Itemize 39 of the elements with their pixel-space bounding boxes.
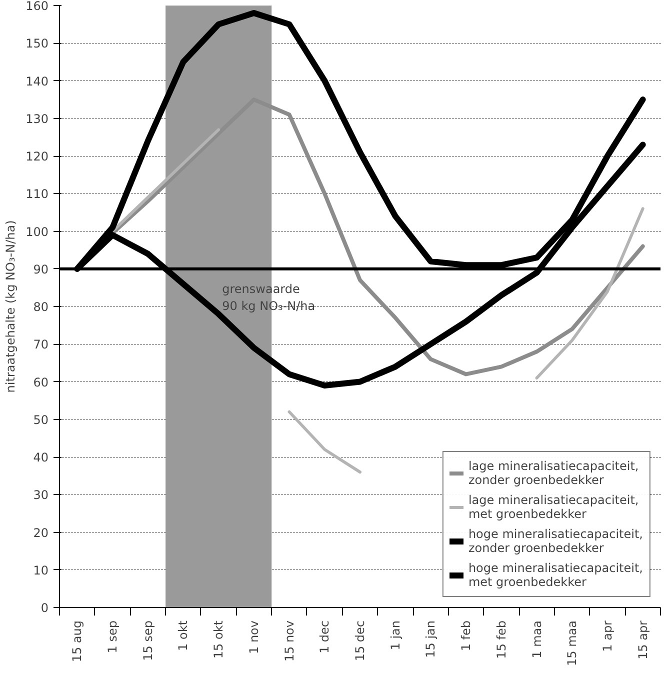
x-tick-label: 15 feb [494,620,508,659]
x-tick-label: 1 dec [318,620,332,654]
legend-label: lage mineralisatiecapaciteit, zonder groenbedekker [468,458,639,488]
x-tick-label: 1 feb [459,620,474,652]
x-tick-label: 15 dec [353,620,367,662]
y-tick-label: 100 [26,224,48,239]
y-tick-label: 60 [33,375,49,390]
x-tick-label: 1 okt [176,620,190,651]
y-tick-label: 70 [33,338,49,352]
x-tick-label: 1 apr [600,620,614,652]
y-tick-label: 10 [33,563,49,578]
legend-label: hoge mineralisatiecapaciteit, met groenbedekker [468,560,643,590]
y-tick-label: 120 [26,150,48,164]
y-tick-label: 40 [33,450,49,464]
y-tick-label: 160 [26,0,48,13]
x-tick-label: 1 jan [388,620,402,650]
x-tick-label: 15 nov [282,620,296,662]
y-tick-label: 110 [26,187,48,202]
y-tick-label: 30 [33,488,49,502]
x-tick-label: 1 sep [106,620,120,654]
x-tick-label: 1 nov [246,620,261,654]
y-tick-label: 50 [33,412,49,427]
x-tick-label: 15 okt [212,620,226,659]
y-axis-title: nitraatgehalte (kg NO₃-N/ha) [4,220,18,393]
y-tick-label: 130 [26,112,48,126]
x-tick-label: 15 apr [636,620,650,660]
y-tick-label: 150 [26,36,48,51]
y-tick-label: 140 [26,74,48,88]
legend-label: lage mineralisatiecapaciteit, met groenbedekker [468,492,639,522]
y-tick-label: 0 [40,601,49,615]
x-tick-label: 15 sep [140,620,155,661]
x-tick-label: 15 jan [424,620,438,658]
x-tick-label: 15 aug [70,620,84,662]
y-tick-label: 20 [33,526,49,540]
y-tick-label: 80 [33,300,49,314]
x-tick-label: 1 maa [530,620,544,658]
y-tick-label: 90 [33,262,49,276]
x-tick-label: 15 maa [565,620,580,666]
legend-label: hoge mineralisatiecapaciteit, zonder groenbedekker [468,526,643,556]
